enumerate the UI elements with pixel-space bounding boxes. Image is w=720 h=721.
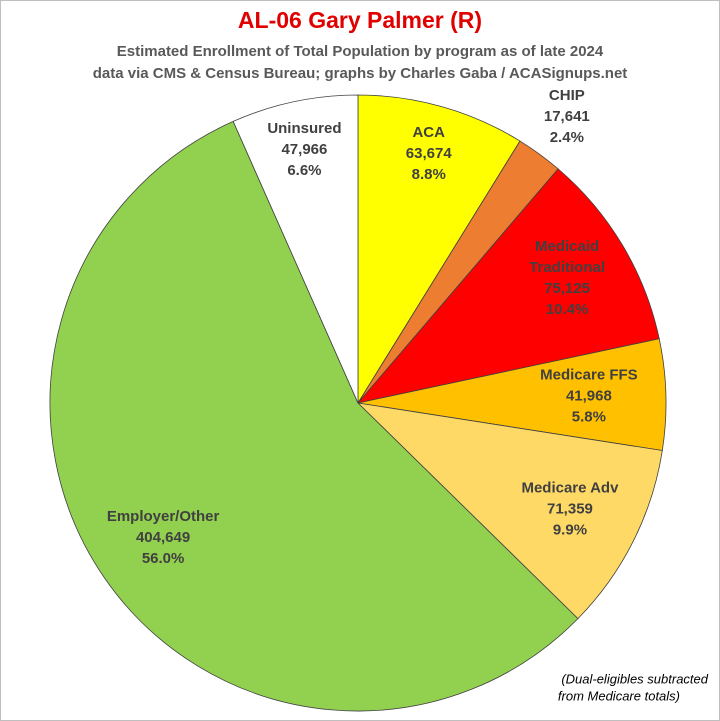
slice-label: Medicare Adv bbox=[521, 479, 619, 496]
percent-label: 56.0% bbox=[142, 550, 185, 567]
pie-slice bbox=[356, 168, 660, 404]
pie-slice bbox=[49, 120, 579, 712]
value-label: 63,674 bbox=[406, 145, 453, 162]
chart-title: AL-06 Gary Palmer (R) bbox=[238, 7, 482, 33]
slice-label: Uninsured bbox=[267, 120, 341, 137]
annotation: (Dual-eligibles subtracted bbox=[561, 671, 708, 686]
value-label: 47,966 bbox=[281, 141, 327, 158]
pie-slice bbox=[357, 94, 521, 405]
pie-slice bbox=[232, 94, 359, 404]
pie-slice bbox=[356, 402, 663, 620]
annotation: from Medicare totals) bbox=[558, 688, 680, 703]
slice-label: Medicaid Traditional bbox=[529, 238, 605, 276]
value-label: 75,125 bbox=[544, 280, 590, 297]
slice-label-line: Traditional bbox=[529, 259, 605, 276]
value-label: 404,649 bbox=[136, 529, 190, 546]
slice-label: Employer/Other bbox=[107, 508, 220, 525]
percent-label: 8.8% bbox=[412, 166, 446, 183]
slice-label: Medicare FFS bbox=[540, 367, 638, 384]
percent-label: 6.6% bbox=[287, 162, 321, 179]
percent-label: 10.4% bbox=[546, 301, 589, 318]
slice-label-line: Medicaid bbox=[535, 238, 599, 255]
subtitle: data via CMS & Census Bureau; graphs by … bbox=[93, 65, 628, 82]
percent-label: 2.4% bbox=[550, 129, 584, 146]
percent-label: 9.9% bbox=[553, 521, 587, 538]
value-label: 41,968 bbox=[566, 388, 612, 405]
value-label: 17,641 bbox=[544, 108, 590, 125]
percent-label: 5.8% bbox=[572, 409, 606, 426]
slice-label: ACA bbox=[412, 124, 445, 141]
value-label: 71,359 bbox=[547, 500, 593, 517]
subtitle: Estimated Enrollment of Total Population… bbox=[117, 43, 604, 60]
slice-label: CHIP bbox=[549, 87, 585, 104]
